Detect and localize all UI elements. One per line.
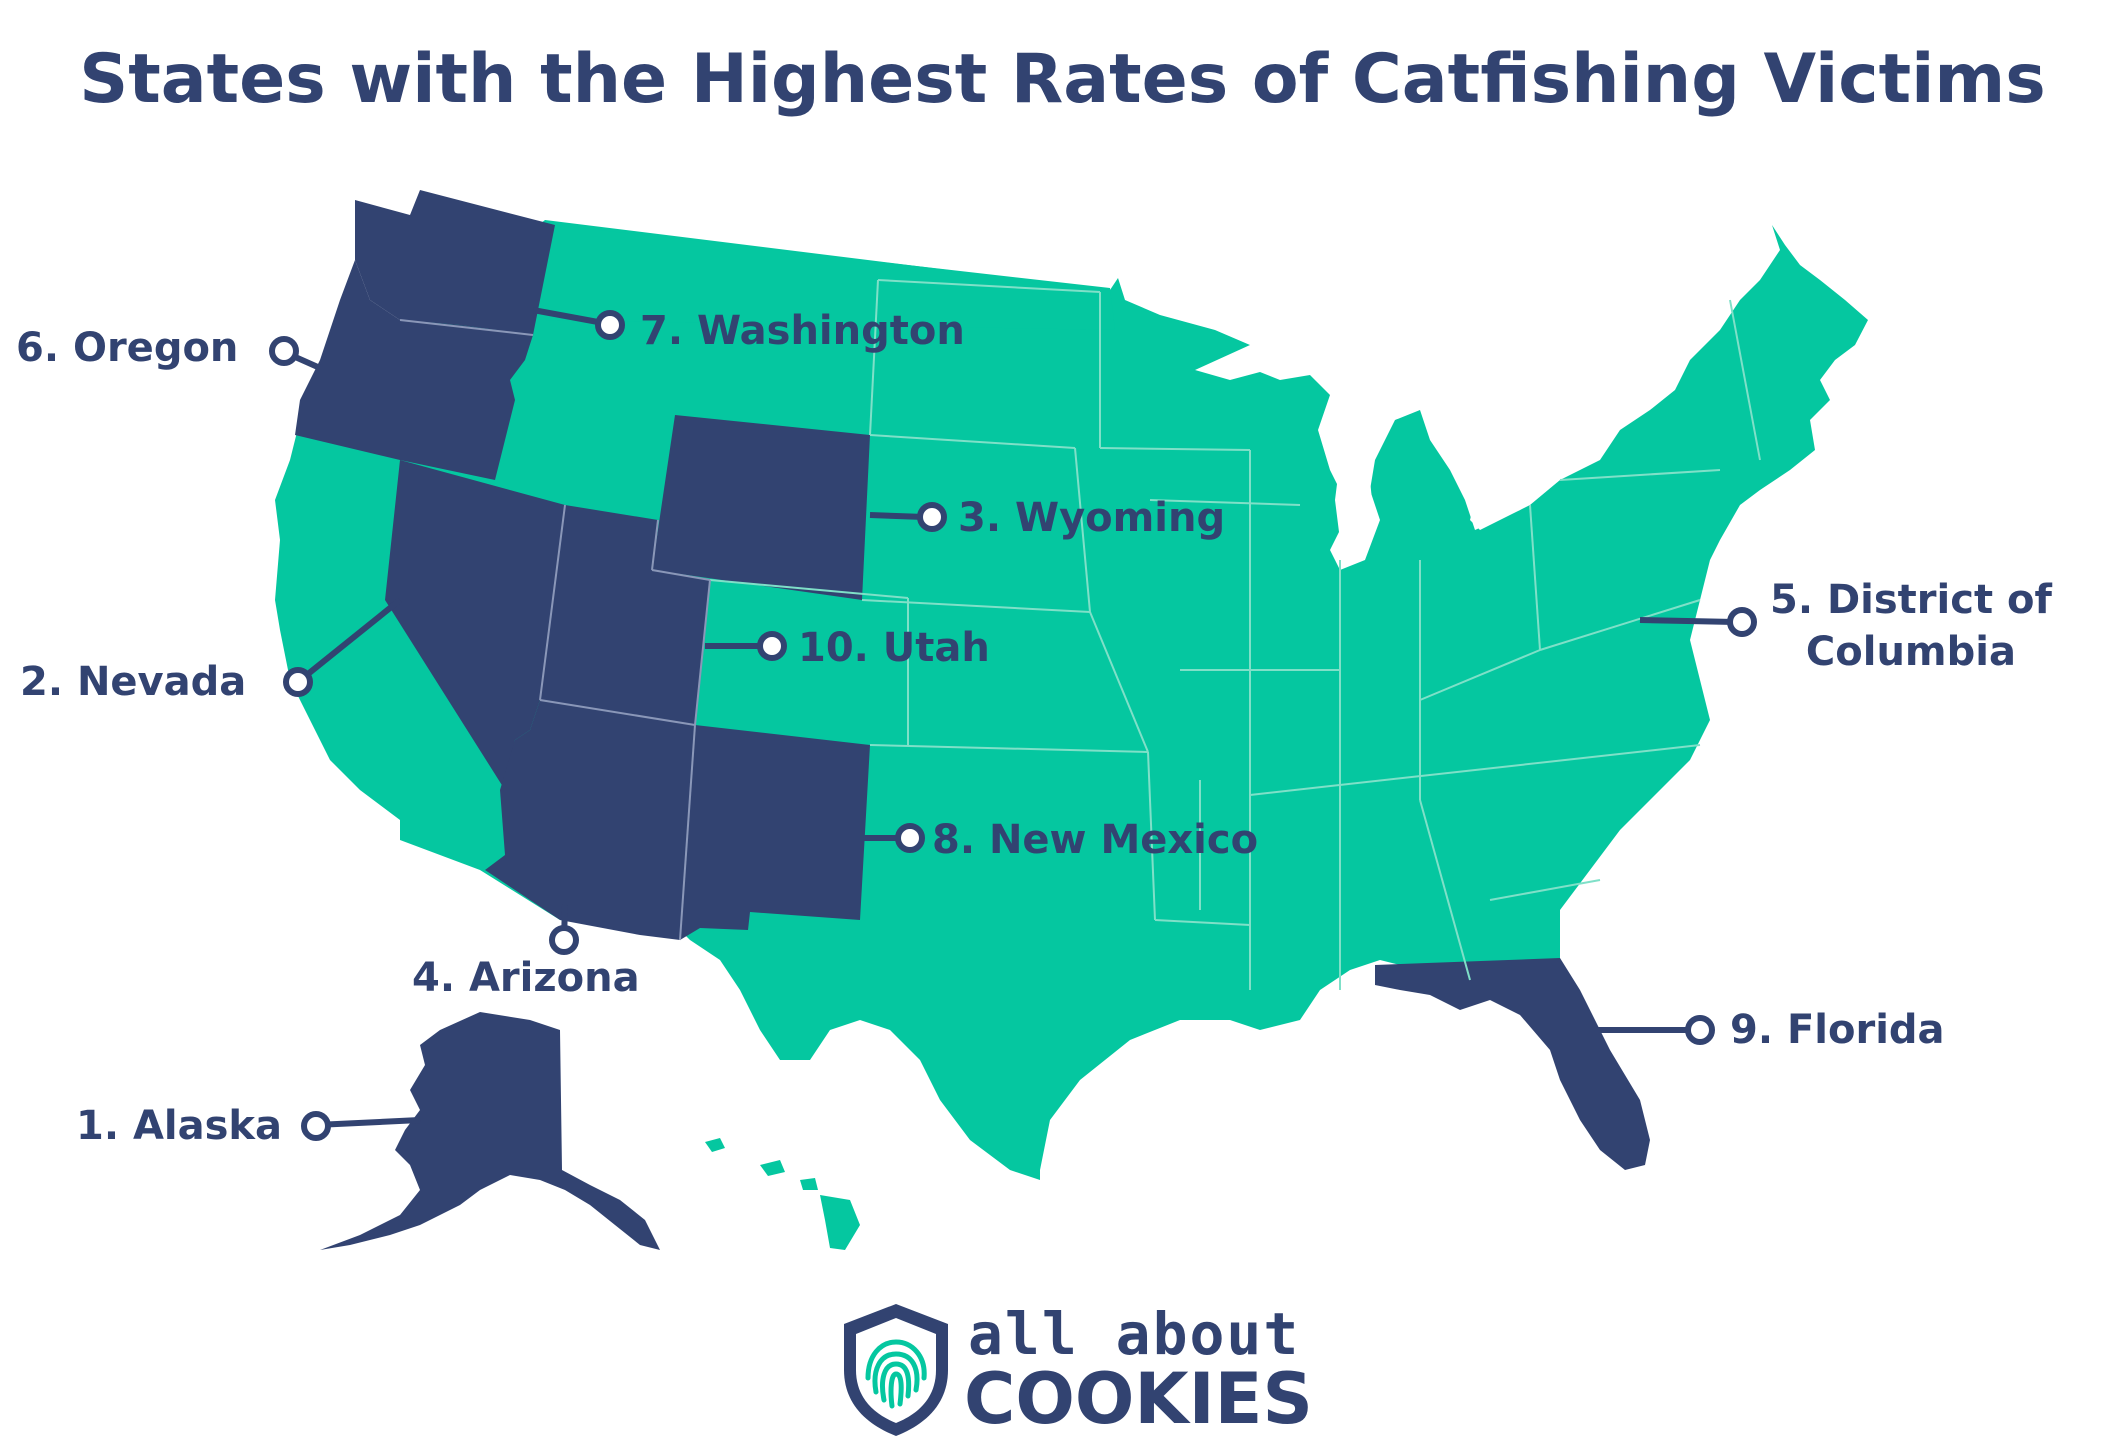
logo-line1: all about: [968, 1300, 1301, 1368]
state-washington: [355, 190, 555, 335]
label-wyoming: 3. Wyoming: [958, 495, 1226, 541]
marker-dc: [1727, 607, 1757, 637]
marker-wyoming: [917, 502, 947, 532]
connector-lines: [282, 307, 1736, 1128]
marker-alaska: [301, 1111, 331, 1141]
label-utah: 10. Utah: [798, 625, 990, 671]
northern-strip: [545, 220, 1115, 330]
label-oregon: 6. Oregon: [16, 325, 239, 371]
marker-nevada: [283, 667, 313, 697]
marker-utah: [757, 631, 787, 661]
label-nevada: 2. Nevada: [20, 659, 247, 705]
state-florida: [1375, 958, 1650, 1170]
state-alaska: [320, 1012, 660, 1250]
connector-markers: [269, 310, 1757, 1141]
page-title: States with the Highest Rates of Catfish…: [79, 40, 2046, 119]
state-borders: [709, 279, 1761, 990]
label-dc: 5. District of Columbia: [1770, 574, 2052, 678]
state-oregon: [295, 260, 533, 480]
logo-line2: COOKIES: [964, 1358, 1313, 1440]
state-arizona: [485, 700, 695, 940]
marker-new-mexico: [895, 823, 925, 853]
lake-michigan: [1330, 395, 1372, 560]
state-new-mexico: [680, 725, 870, 940]
label-alaska: 1. Alaska: [76, 1103, 283, 1149]
label-new-mexico: 8. New Mexico: [932, 817, 1259, 863]
state-utah: [540, 505, 710, 725]
label-washington: 7. Washington: [640, 308, 965, 354]
label-dc-line1: 5. District of: [1770, 577, 2052, 623]
lake-superior: [1195, 340, 1330, 380]
marker-arizona: [549, 925, 579, 955]
marker-florida: [1685, 1015, 1715, 1045]
state-nevada: [385, 460, 565, 790]
label-florida: 9. Florida: [1730, 1007, 1945, 1053]
highlight-borders: [399, 319, 711, 941]
lake-huron-erie: [1410, 395, 1560, 530]
marker-oregon: [269, 336, 299, 366]
label-dc-line2: Columbia: [1805, 629, 2016, 675]
brand-logo: all about COOKIES: [836, 1300, 1316, 1440]
fingerprint-shield-icon: [844, 1304, 948, 1436]
marker-washington: [595, 310, 625, 340]
state-wyoming: [652, 415, 870, 600]
state-hawaii: [705, 1138, 860, 1250]
label-arizona: 4. Arizona: [412, 955, 640, 1001]
